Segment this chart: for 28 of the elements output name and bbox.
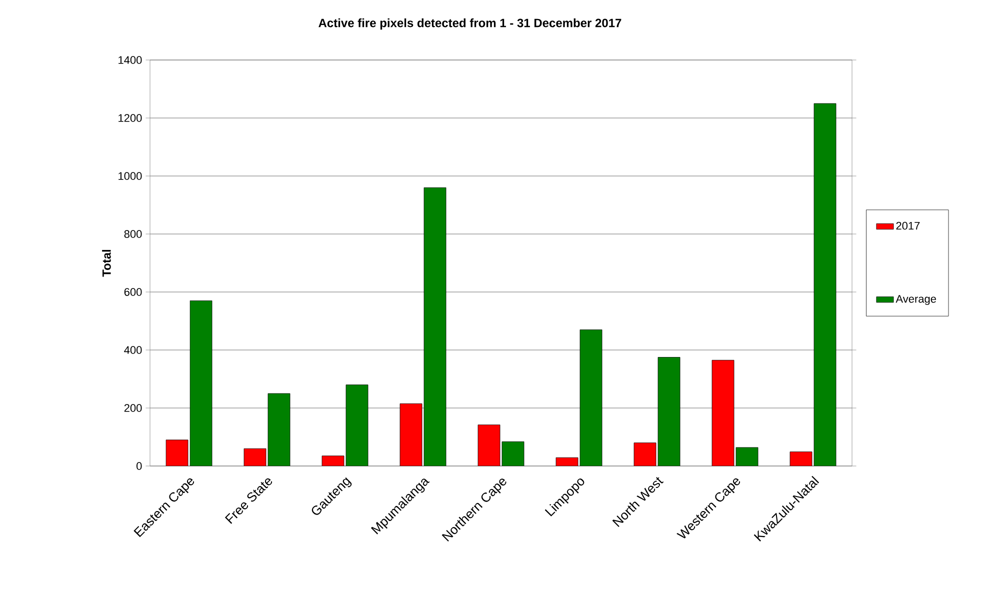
y-tick-label: 400	[124, 346, 142, 354]
bar	[736, 447, 758, 466]
bar	[634, 442, 656, 466]
bar	[814, 103, 836, 466]
bar	[478, 424, 500, 466]
y-tick-label: 1200	[118, 114, 142, 122]
legend-label: 2017	[896, 222, 920, 230]
y-tick-label: 200	[124, 404, 142, 412]
legend-label: Average	[896, 295, 936, 305]
bar	[346, 384, 368, 466]
y-tick-label: 0	[136, 462, 142, 470]
bar	[244, 448, 266, 466]
bar	[268, 393, 290, 466]
bar	[166, 440, 188, 466]
y-tick-label: 1400	[118, 56, 142, 64]
bar	[790, 452, 812, 466]
bar	[580, 330, 602, 466]
bar	[658, 357, 680, 466]
bar	[424, 188, 446, 466]
y-tick-label: 800	[124, 230, 142, 238]
chart-title: Active fire pixels detected from 1 - 31 December 2017	[318, 18, 622, 30]
bar	[712, 360, 734, 466]
bar	[190, 300, 212, 466]
y-tick-label: 1000	[118, 172, 142, 180]
bar	[502, 442, 524, 466]
y-axis-title: Total	[102, 250, 111, 277]
y-tick-label: 600	[124, 288, 142, 296]
bar	[400, 404, 422, 466]
